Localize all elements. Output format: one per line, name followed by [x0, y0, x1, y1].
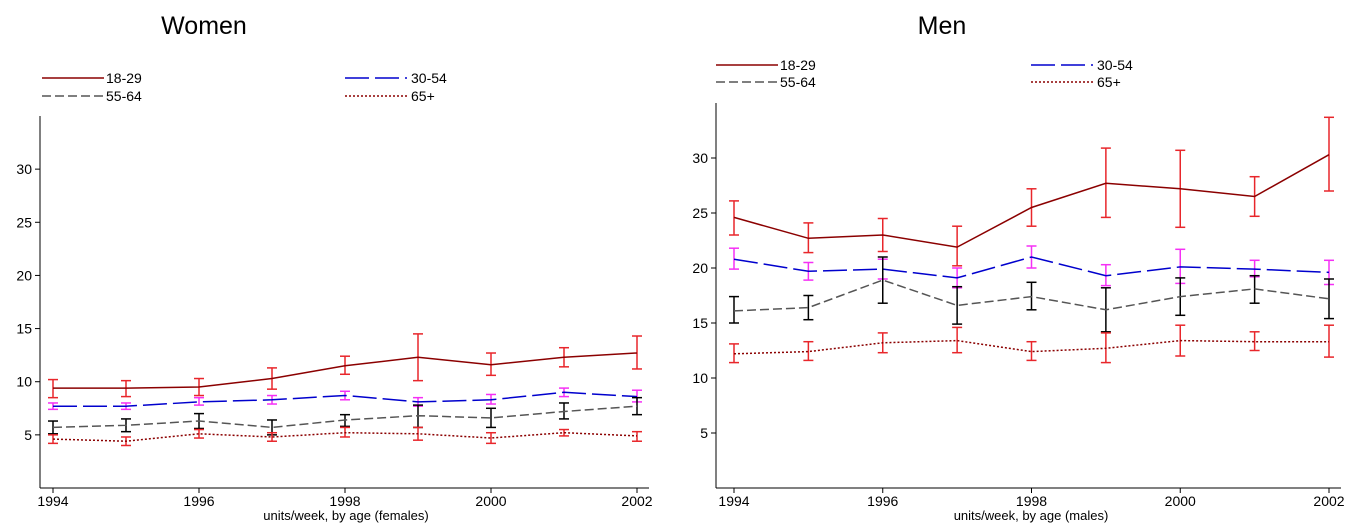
series-line-30-54: [53, 391, 638, 407]
legend-label-18-29: 18-29: [106, 70, 142, 86]
y-tick-label: 20: [16, 267, 32, 283]
women-axes: 5 10 15 20 25 30 1994 1996 1998 2000 2002: [16, 116, 653, 509]
women-x-axis-label: units/week, by age (females): [263, 508, 428, 523]
women-legend: 18-29 30-54 55-64 65+: [42, 70, 447, 104]
legend-label-55-64: 55-64: [106, 88, 142, 104]
x-tick-label: 1994: [37, 493, 68, 509]
y-tick-label: 10: [16, 374, 32, 390]
y-tick-label: 30: [16, 161, 32, 177]
x-tick-label: 2000: [475, 493, 506, 509]
x-tick-label: 2002: [1313, 493, 1344, 509]
x-tick-label: 1994: [718, 493, 749, 509]
series-line-65plus: [733, 339, 1329, 355]
y-tick-label: 15: [16, 321, 32, 337]
men-panel: Men 18-29 30-54 55-64 65+ 5 10 15 20 25 30 199…: [692, 12, 1344, 523]
men-legend: 18-29 30-54 55-64 65+: [716, 57, 1133, 90]
y-tick-label: 15: [692, 315, 708, 331]
legend-label-18-29: 18-29: [780, 57, 816, 73]
series-line-55-64: [733, 279, 1330, 312]
series-line-18-29: [733, 154, 1330, 248]
men-title: Men: [918, 12, 967, 40]
y-tick-label: 5: [24, 427, 32, 443]
y-tick-label: 30: [692, 150, 708, 166]
y-tick-label: 5: [700, 425, 708, 441]
women-panel: Women 18-29 30-54 55-64 65+ 5 10 15 20 25 30 1…: [16, 12, 652, 523]
y-tick-label: 20: [692, 260, 708, 276]
men-plot-area: [729, 116, 1334, 364]
series-line-30-54: [733, 256, 1330, 279]
y-tick-label: 25: [692, 205, 708, 221]
y-tick-label: 10: [692, 370, 708, 386]
series-line-18-29: [53, 352, 638, 389]
men-x-axis-label: units/week, by age (males): [954, 508, 1109, 523]
legend-label-30-54: 30-54: [411, 70, 447, 86]
x-tick-label: 2002: [621, 493, 652, 509]
women-plot-area: [48, 333, 642, 447]
x-tick-label: 1998: [1016, 493, 1047, 509]
y-tick-label: 25: [16, 214, 32, 230]
legend-label-55-64: 55-64: [780, 74, 816, 90]
legend-label-65plus: 65+: [1097, 74, 1121, 90]
x-tick-label: 2000: [1165, 493, 1196, 509]
x-tick-label: 1998: [329, 493, 360, 509]
legend-label-65plus: 65+: [411, 88, 435, 104]
series-line-55-64: [52, 405, 638, 429]
legend-label-30-54: 30-54: [1097, 57, 1133, 73]
x-tick-label: 1996: [183, 493, 214, 509]
men-axes: 5 10 15 20 25 30 1994 1996 1998 2000 2002: [692, 103, 1345, 509]
women-title: Women: [161, 12, 247, 40]
series-line-65plus: [52, 431, 638, 442]
x-tick-label: 1996: [867, 493, 898, 509]
